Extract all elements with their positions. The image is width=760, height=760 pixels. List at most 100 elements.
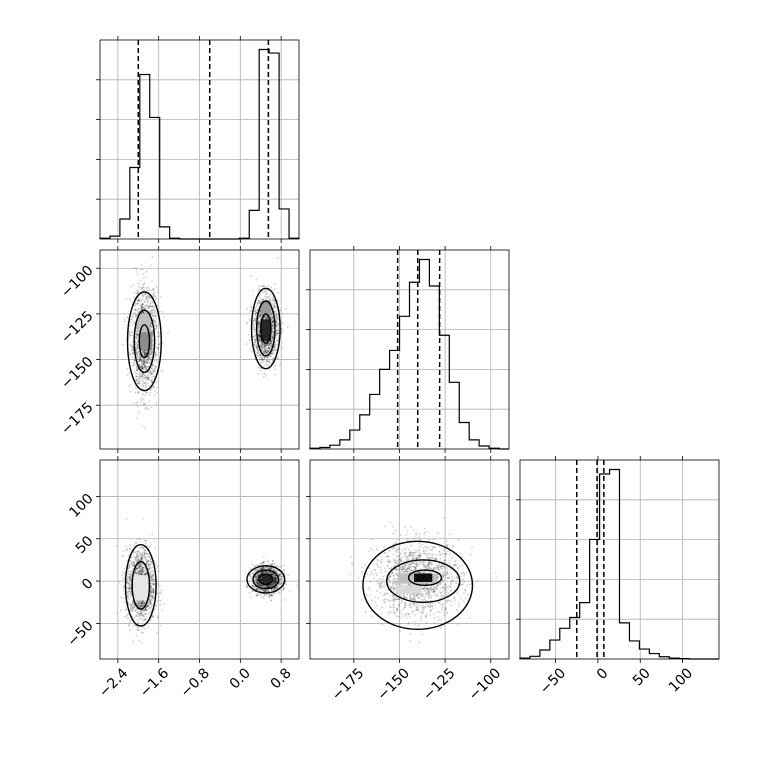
scatter-point xyxy=(274,346,277,349)
scatter-point xyxy=(128,570,131,573)
scatter-point xyxy=(154,546,157,549)
scatter-point xyxy=(275,318,278,320)
scatter-point xyxy=(142,372,145,375)
scatter-point xyxy=(132,365,135,367)
scatter-point xyxy=(275,329,278,332)
scatter-point xyxy=(138,602,141,605)
scatter-point xyxy=(136,333,138,336)
scatter-point xyxy=(144,407,146,410)
scatter-point xyxy=(135,337,138,340)
scatter-point xyxy=(123,318,126,320)
scatter-point xyxy=(259,301,262,304)
scatter-point xyxy=(132,316,135,318)
scatter-point xyxy=(265,298,268,301)
scatter-point xyxy=(137,296,140,299)
scatter-point xyxy=(145,391,148,394)
scatter-point xyxy=(272,332,275,334)
scatter-point xyxy=(263,356,266,359)
scatter-point xyxy=(268,359,271,361)
scatter-point xyxy=(271,336,273,339)
scatter-point xyxy=(141,367,144,370)
scatter-point xyxy=(144,292,147,295)
scatter-point xyxy=(154,309,156,312)
scatter-point xyxy=(259,301,261,304)
scatter-point xyxy=(261,350,264,352)
scatter-point xyxy=(149,321,152,324)
scatter-point xyxy=(121,343,124,346)
scatter-point xyxy=(139,269,142,271)
scatter-point xyxy=(266,349,269,352)
scatter-point xyxy=(145,387,147,389)
scatter-point xyxy=(253,310,256,313)
scatter-point xyxy=(151,311,154,314)
scatter-point xyxy=(136,626,139,628)
scatter-point xyxy=(145,361,148,363)
scatter-point xyxy=(258,334,261,337)
scatter-point xyxy=(271,316,274,319)
scatter-point xyxy=(275,315,278,317)
scatter-point xyxy=(146,301,149,303)
scatter-point xyxy=(129,578,131,581)
scatter-point xyxy=(137,290,139,292)
scatter-point xyxy=(137,392,139,394)
scatter-point xyxy=(262,351,265,354)
scatter-point xyxy=(266,348,269,351)
scatter-point xyxy=(146,377,149,380)
scatter-point xyxy=(161,609,164,612)
scatter-point xyxy=(138,573,141,575)
scatter-point xyxy=(130,345,133,347)
scatter-point xyxy=(265,352,268,354)
scatter-point xyxy=(258,288,260,291)
scatter-point xyxy=(281,321,284,324)
scatter-point xyxy=(140,306,143,309)
scatter-point xyxy=(261,356,264,359)
scatter-point xyxy=(272,336,275,338)
scatter-point xyxy=(259,313,261,316)
scatter-point xyxy=(157,616,159,618)
scatter-point xyxy=(143,311,146,314)
scatter-point xyxy=(132,364,134,366)
scatter-point xyxy=(152,288,155,290)
scatter-point xyxy=(270,342,273,345)
scatter-point xyxy=(149,351,152,353)
histogram-frame xyxy=(99,39,300,240)
scatter-point xyxy=(149,326,152,329)
scatter-point xyxy=(148,564,151,567)
scatter-point xyxy=(138,286,141,289)
scatter-point xyxy=(149,362,152,364)
scatter-point xyxy=(129,547,131,550)
scatter-point xyxy=(268,361,271,364)
scatter-point xyxy=(143,350,146,353)
scatter-point xyxy=(131,323,134,326)
scatter-point xyxy=(265,351,268,353)
scatter-point xyxy=(273,346,275,349)
scatter-point xyxy=(155,359,158,362)
scatter-point xyxy=(261,358,264,361)
scatter-point xyxy=(142,361,145,364)
scatter-point xyxy=(136,356,139,358)
scatter-point xyxy=(134,316,137,319)
scatter-point xyxy=(146,360,149,362)
scatter-point xyxy=(156,347,159,350)
scatter-point xyxy=(282,564,285,567)
scatter-point xyxy=(138,381,140,383)
scatter-point xyxy=(268,342,271,345)
scatter-point xyxy=(160,624,162,627)
scatter-point xyxy=(264,350,267,353)
scatter-point xyxy=(133,545,136,547)
scatter-point xyxy=(145,352,148,355)
scatter-point xyxy=(139,366,142,368)
scatter-point xyxy=(144,352,147,355)
scatter-point xyxy=(147,355,150,358)
scatter-point xyxy=(274,282,276,285)
scatter-point xyxy=(256,305,259,307)
scatter-point xyxy=(274,306,277,309)
scatter-point xyxy=(268,348,271,350)
scatter-point xyxy=(136,339,139,342)
scatter-point xyxy=(265,349,268,352)
scatter-point xyxy=(271,333,273,336)
scatter-point xyxy=(140,375,142,378)
scatter-point xyxy=(136,344,139,347)
scatter-point xyxy=(139,568,142,571)
scatter-point xyxy=(136,351,139,354)
